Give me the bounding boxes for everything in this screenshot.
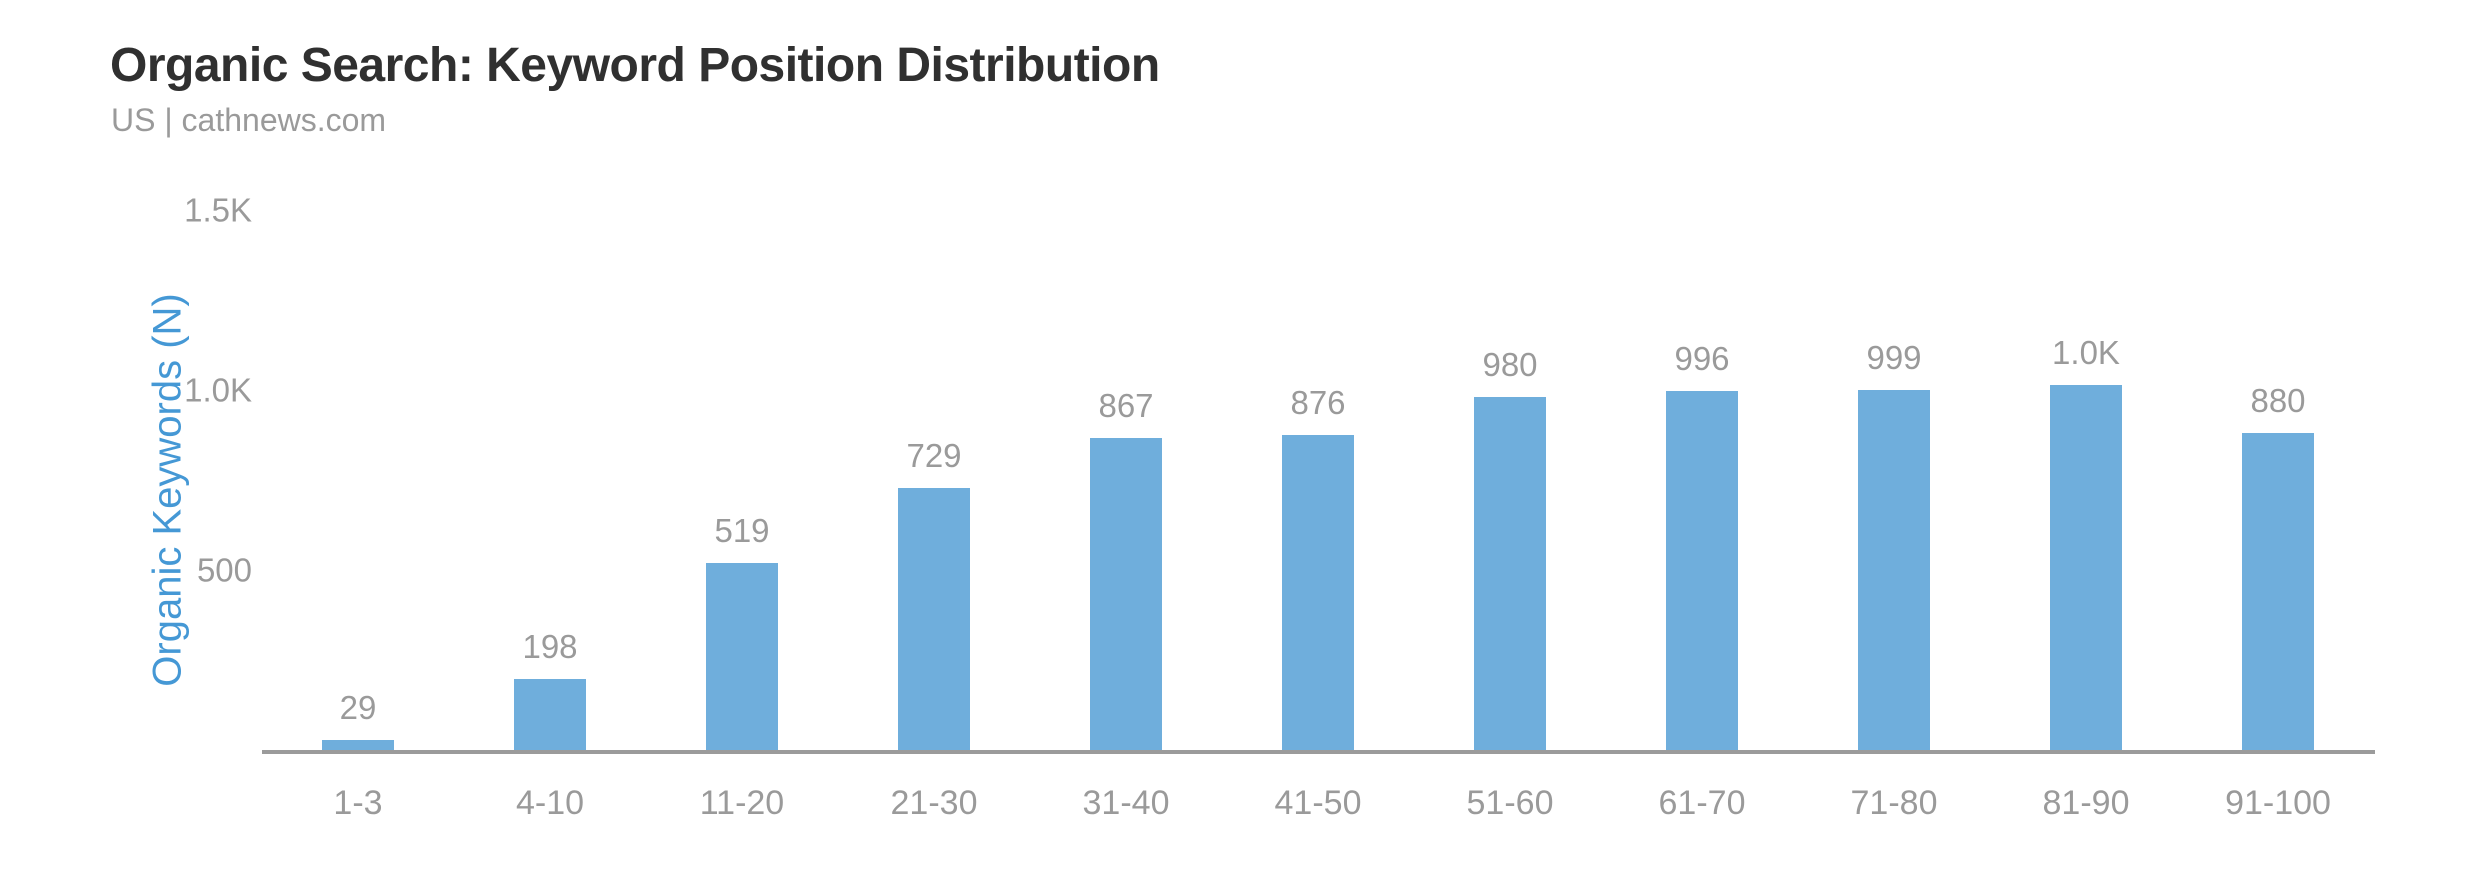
bar[interactable] — [1474, 397, 1546, 750]
bar-value-label: 880 — [2250, 382, 2306, 419]
x-axis-label: 41-50 — [1274, 784, 1362, 822]
x-axis-label: 1-3 — [333, 784, 383, 822]
chart-title: Organic Search: Keyword Position Distrib… — [110, 39, 1160, 92]
x-axis-label: 81-90 — [2042, 784, 2130, 822]
bar[interactable] — [706, 563, 778, 750]
bar-column: 198 4-10 — [454, 210, 646, 820]
bar-column: 1.0K 81-90 — [1990, 210, 2182, 820]
bar-value-label: 729 — [906, 437, 962, 474]
bar-chart-plot-area: 29 1-3 198 4-10 519 11-20 729 21-30 867 31-40 876 4… — [262, 210, 2374, 820]
bar-column: 876 41-50 — [1222, 210, 1414, 820]
x-axis-label: 51-60 — [1466, 784, 1554, 822]
bar-column: 519 11-20 — [646, 210, 838, 820]
x-axis-label: 61-70 — [1658, 784, 1746, 822]
y-tick-label: 1.0K — [184, 371, 252, 409]
x-axis-label: 21-30 — [890, 784, 978, 822]
y-tick-label: 1.5K — [184, 191, 252, 229]
bar-value-label: 996 — [1674, 340, 1730, 377]
y-tick-label: 500 — [196, 551, 252, 589]
bar-value-label: 1.0K — [2052, 334, 2120, 371]
bar-value-label: 999 — [1866, 339, 1922, 376]
x-axis-label: 11-20 — [699, 784, 785, 822]
bar-column: 729 21-30 — [838, 210, 1030, 820]
bar-value-label: 980 — [1482, 346, 1538, 383]
y-axis-ticks: 500 1.0K 1.5K — [0, 194, 258, 750]
bar-column: 29 1-3 — [262, 210, 454, 820]
bar-value-label: 29 — [339, 689, 377, 726]
bar-column: 867 31-40 — [1030, 210, 1222, 820]
x-axis-label: 91-100 — [2225, 784, 2331, 822]
x-axis-line — [262, 750, 2375, 754]
bar[interactable] — [1666, 391, 1738, 750]
bar[interactable] — [1858, 390, 1930, 750]
bar-value-label: 867 — [1098, 387, 1154, 424]
bar-value-label: 519 — [714, 512, 770, 549]
bar-column: 880 91-100 — [2182, 210, 2374, 820]
x-axis-label: 4-10 — [515, 784, 585, 822]
bar-column: 980 51-60 — [1414, 210, 1606, 820]
bar[interactable] — [322, 740, 394, 750]
x-axis-label: 31-40 — [1082, 784, 1170, 822]
bar[interactable] — [2050, 385, 2122, 750]
bar[interactable] — [2242, 433, 2314, 750]
x-axis-label: 71-80 — [1850, 784, 1938, 822]
bar-column: 996 61-70 — [1606, 210, 1798, 820]
bar[interactable] — [1090, 438, 1162, 750]
chart-subtitle: US | cathnews.com — [111, 102, 387, 138]
bar-column: 999 71-80 — [1798, 210, 1990, 820]
bar-value-label: 876 — [1290, 384, 1346, 421]
bar-value-label: 198 — [522, 628, 578, 665]
bar[interactable] — [514, 679, 586, 750]
bar[interactable] — [1282, 435, 1354, 750]
bar[interactable] — [898, 488, 970, 750]
